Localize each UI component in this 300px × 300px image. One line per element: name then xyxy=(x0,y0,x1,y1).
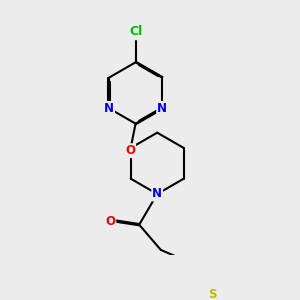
Text: O: O xyxy=(105,214,115,228)
Text: S: S xyxy=(208,287,217,300)
Text: O: O xyxy=(125,144,135,157)
Text: N: N xyxy=(152,188,162,200)
Text: Cl: Cl xyxy=(129,25,142,38)
Text: N: N xyxy=(104,102,114,115)
Text: N: N xyxy=(157,102,167,115)
